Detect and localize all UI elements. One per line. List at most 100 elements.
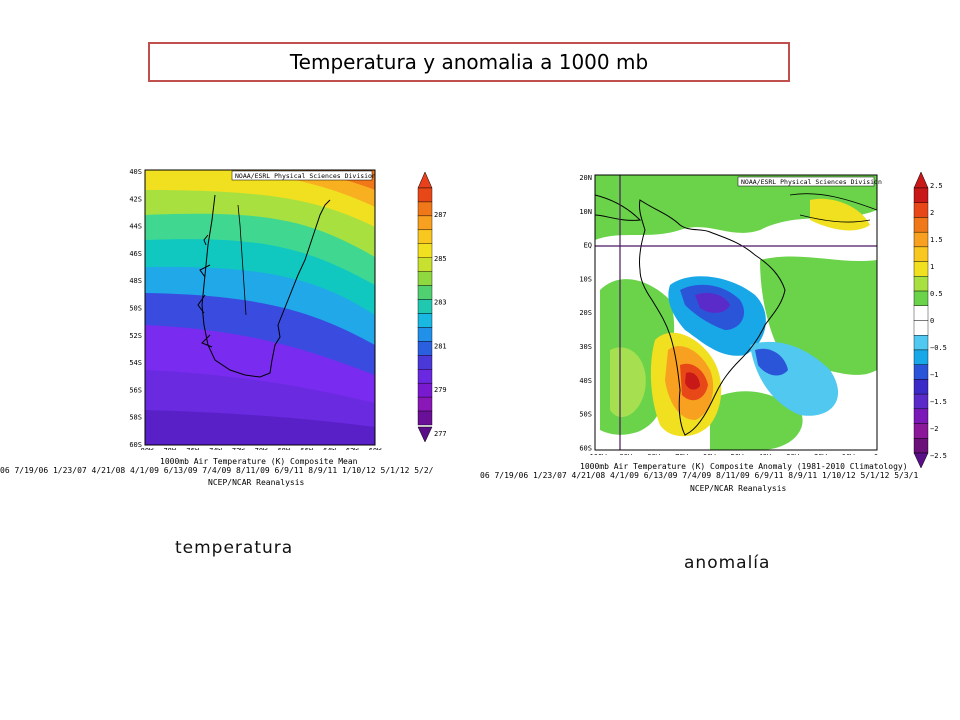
- lat-label: 42S: [129, 195, 142, 203]
- lat-label: 40S: [129, 168, 142, 176]
- lat-label: 40S: [579, 377, 592, 385]
- map-title: 1000mb Air Temperature (K) Composite Ano…: [580, 462, 908, 471]
- colorbar-swatch: [913, 276, 929, 292]
- colorbar-label: −1.5: [930, 398, 947, 406]
- lon-label: 60W: [369, 447, 382, 450]
- colorbar-swatch: [417, 369, 433, 384]
- colorbar-swatch: [417, 327, 433, 342]
- colorbar-swatch: [913, 335, 929, 351]
- colorbar-swatch: [913, 408, 929, 424]
- colorbar-swatch: [417, 313, 433, 328]
- colorbar-label: 279: [434, 386, 447, 394]
- colorbar-swatch: [417, 243, 433, 258]
- lon-label: 70W: [255, 447, 268, 450]
- lat-label: 30S: [579, 343, 592, 351]
- map-source: NCEP/NCAR Reanalysis: [208, 478, 305, 487]
- lon-label: 68W: [277, 447, 290, 450]
- latitude-labels: 40S 42S 44S 46S 48S 50S 52S 54S 56S 58S 60S: [129, 168, 142, 449]
- lon-label: 62W: [346, 447, 359, 450]
- lat-label: 50S: [579, 411, 592, 419]
- lat-label: 58S: [129, 414, 142, 422]
- lon-label: 90W: [619, 453, 632, 455]
- coastline: [639, 199, 786, 436]
- colorbar-label: 281: [434, 342, 447, 350]
- caption-temperatura: temperatura: [175, 538, 294, 558]
- colorbar-label: 287: [434, 211, 447, 219]
- lon-label: 60W: [703, 453, 716, 455]
- colorbar-label: −1: [930, 371, 938, 379]
- lat-label: 10S: [579, 275, 592, 283]
- colorbar-label: 1: [930, 263, 934, 271]
- colorbar-swatch: [417, 187, 433, 203]
- lon-label: 80W: [141, 447, 154, 450]
- lon-label: 0: [874, 453, 878, 455]
- colorbar-swatch: [913, 379, 929, 395]
- lon-label: 74W: [209, 447, 222, 450]
- lon-label: 72W: [232, 447, 245, 450]
- lon-label: 66W: [300, 447, 313, 450]
- colorbar-swatch: [913, 364, 929, 380]
- lat-label: 20S: [579, 309, 592, 317]
- anomaly-colorbar: 2.5 2 1.5 1 0.5 0 −0.5 −1 −1.5 −2 −2.5: [913, 171, 947, 469]
- coastline: [197, 194, 331, 378]
- lon-label: 80W: [647, 453, 660, 455]
- colorbar-label: 2.5: [930, 182, 943, 190]
- colorbar-swatch: [417, 341, 433, 356]
- lat-label: 60S: [579, 444, 592, 452]
- colorbar-label: 1.5: [930, 236, 943, 244]
- map-credit: NOAA/ESRL Physical Sciences Division: [741, 178, 882, 186]
- colorbar-swatch: [913, 320, 929, 336]
- lon-label: 40W: [758, 453, 771, 455]
- lat-label: EQ: [584, 242, 592, 250]
- map-dates: 06 7/19/06 1/23/07 4/21/08 4/1/09 6/13/0…: [480, 471, 919, 480]
- colorbar-swatch: [417, 355, 433, 370]
- longitude-labels: 100W 90W 80W 70W 60W 50W 40W 30W 20W 10W 0: [590, 453, 879, 455]
- lat-label: 52S: [129, 332, 142, 340]
- colorbar-swatch: [913, 305, 929, 321]
- lon-label: 50W: [731, 453, 744, 455]
- map-credit: NOAA/ESRL Physical Sciences Division: [235, 172, 376, 180]
- colorbar-swatch: [417, 382, 433, 398]
- lon-label: 100W: [590, 453, 608, 455]
- colorbar-label: 277: [434, 430, 447, 438]
- colorbar-swatch: [417, 271, 433, 286]
- colorbar-swatch: [417, 285, 433, 300]
- lon-label: 76W: [186, 447, 199, 450]
- temperature-map: NOAA/ESRL Physical Sciences Division 40S…: [129, 168, 382, 450]
- lat-label: 60S: [129, 441, 142, 449]
- lon-label: 10W: [842, 453, 855, 455]
- colorbar-swatch: [913, 217, 929, 233]
- colorbar-swatch: [417, 215, 433, 231]
- colorbar-swatch: [417, 229, 433, 244]
- colorbar-swatch: [913, 423, 929, 439]
- longitude-labels: 80W 78W 76W 74W 72W 70W 68W 66W 64W 62W 60W: [141, 447, 382, 450]
- colorbar-swatch: [417, 396, 433, 412]
- lat-label: 56S: [129, 386, 142, 394]
- lat-label: 10N: [579, 208, 592, 216]
- colorbar-swatch: [417, 257, 433, 272]
- colorbar-swatch: [913, 349, 929, 365]
- lat-label: 48S: [129, 277, 142, 285]
- colorbar-label: 0.5: [930, 290, 943, 298]
- colorbar-label: 2: [930, 209, 934, 217]
- map-title: 1000mb Air Temperature (K) Composite Mea…: [160, 457, 358, 466]
- colorbar-swatch: [913, 438, 929, 454]
- colorbar-label: 283: [434, 299, 447, 307]
- colorbar-label: −2.5: [930, 452, 947, 460]
- lon-label: 64W: [323, 447, 336, 450]
- lon-label: 70W: [675, 453, 688, 455]
- lat-label: 44S: [129, 223, 142, 231]
- lon-label: 78W: [163, 447, 176, 450]
- map-source: NCEP/NCAR Reanalysis: [690, 484, 787, 493]
- lon-label: 20W: [814, 453, 827, 455]
- colorbar-swatch: [913, 246, 929, 262]
- colorbar-swatch: [913, 187, 929, 203]
- temperature-colorbar: 287 285 283 281 279 277: [417, 171, 447, 443]
- colorbar-label: −2: [930, 425, 938, 433]
- lat-label: 54S: [129, 359, 142, 367]
- colorbar-label: 285: [434, 255, 447, 263]
- lat-label: 20N: [579, 174, 592, 182]
- colorbar-label: 0: [930, 317, 934, 325]
- colorbar-swatch: [417, 410, 433, 426]
- slide-title: Temperatura y anomalia a 1000 mb: [148, 42, 790, 82]
